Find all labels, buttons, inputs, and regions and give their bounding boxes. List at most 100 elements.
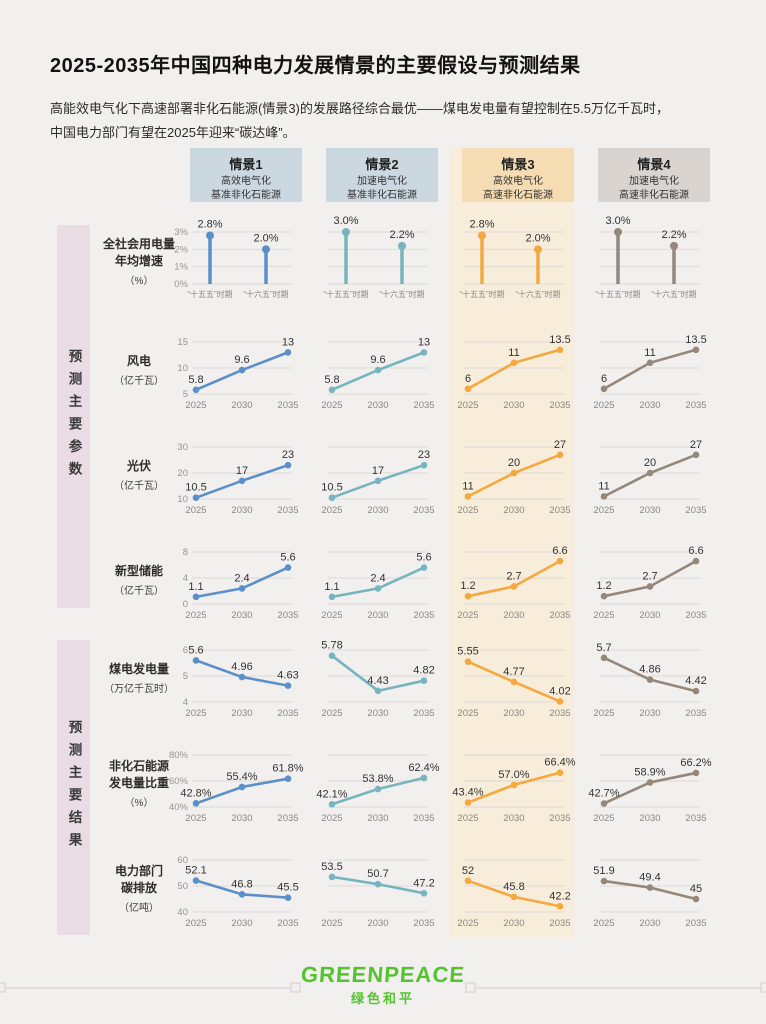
section-band-parameters-label: 预测主要参数: [66, 349, 82, 484]
svg-text:2035: 2035: [549, 813, 570, 824]
svg-text:52.1: 52.1: [185, 865, 206, 877]
svg-text:2035: 2035: [277, 708, 298, 719]
svg-text:“十六五”时期: “十六五”时期: [379, 289, 424, 299]
row-label-electricity-demand-growth: 全社会用电量 年均增速 （%）: [100, 222, 178, 300]
cell-power-sector-carbon-emissions-scenario-4: 51.9 49.4 45 2025 2030 2035: [586, 846, 722, 930]
svg-text:2030: 2030: [231, 610, 252, 621]
footer-rule-right-end-square: [760, 982, 766, 993]
svg-text:61.8%: 61.8%: [272, 763, 303, 775]
svg-text:2025: 2025: [457, 813, 478, 824]
row-coal-power-generation: 煤电发电量 （万亿千瓦时） 4 5 6 5.6 4.96 4.63 2025 2030 2035 5.…: [0, 636, 722, 720]
row-solar-pv: 光伏 （亿千瓦） 10 20 30 10.5 17 23 2025 2030 2035 10.5 17 2…: [0, 433, 722, 517]
svg-text:27: 27: [554, 439, 566, 451]
svg-text:2035: 2035: [685, 918, 706, 929]
svg-text:2%: 2%: [174, 244, 188, 255]
svg-text:10: 10: [177, 494, 188, 505]
row-label-wind-power: 风电 （亿千瓦）: [100, 328, 178, 412]
footer-rule-right: [465, 982, 766, 993]
svg-text:2030: 2030: [639, 400, 660, 411]
svg-text:2030: 2030: [231, 505, 252, 516]
svg-text:4.02: 4.02: [549, 685, 570, 697]
svg-text:2035: 2035: [549, 610, 570, 621]
scenario3-header: 情景3 高效电气化 高速非化石能源: [462, 148, 574, 202]
cell-wind-power-scenario-2: 5.8 9.6 13 2025 2030 2035: [314, 328, 450, 412]
svg-text:47.2: 47.2: [413, 877, 434, 889]
svg-text:2035: 2035: [413, 918, 434, 929]
svg-text:27: 27: [690, 439, 702, 451]
svg-text:2035: 2035: [277, 505, 298, 516]
svg-text:2025: 2025: [593, 505, 614, 516]
svg-text:2025: 2025: [457, 610, 478, 621]
cell-coal-power-generation-scenario-4: 5.7 4.86 4.42 2025 2030 2035: [586, 636, 722, 720]
cell-non-fossil-generation-share-scenario-2: 42.1% 53.8% 62.4% 2025 2030 2035: [314, 741, 450, 825]
svg-text:“十五五”时期: “十五五”时期: [459, 289, 504, 299]
cell-electricity-demand-growth-scenario-4: 3.0% 2.2% “十五五”时期 “十六五”时期: [586, 215, 722, 300]
svg-text:2030: 2030: [639, 813, 660, 824]
svg-text:2025: 2025: [593, 400, 614, 411]
svg-text:2030: 2030: [639, 918, 660, 929]
svg-text:2030: 2030: [367, 708, 388, 719]
cell-coal-power-generation-scenario-1: 4 5 6 5.6 4.96 4.63 2025 2030 2035: [178, 636, 314, 720]
svg-text:2035: 2035: [549, 918, 570, 929]
svg-text:2025: 2025: [321, 400, 342, 411]
svg-text:2.2%: 2.2%: [661, 229, 686, 241]
svg-text:30: 30: [177, 442, 188, 453]
svg-text:2.0%: 2.0%: [253, 232, 278, 244]
chart-non-fossil-generation-share-scenario-2: 42.1% 53.8% 62.4% 2025 2030 2035: [316, 754, 440, 824]
svg-text:2030: 2030: [503, 610, 524, 621]
svg-text:5.6: 5.6: [188, 644, 203, 656]
svg-text:“十六五”时期: “十六五”时期: [651, 289, 696, 299]
svg-text:2025: 2025: [593, 918, 614, 929]
svg-text:52: 52: [462, 865, 474, 877]
svg-text:5.8: 5.8: [188, 374, 203, 386]
svg-text:4.42: 4.42: [685, 675, 706, 687]
svg-text:49.4: 49.4: [639, 872, 660, 884]
svg-text:55.4%: 55.4%: [226, 771, 257, 783]
scenario4-assumption2: 高速非化石能源: [619, 190, 689, 201]
svg-text:4: 4: [183, 697, 188, 708]
svg-text:66.4%: 66.4%: [544, 757, 575, 769]
svg-text:80%: 80%: [169, 750, 189, 761]
svg-text:60: 60: [177, 855, 188, 866]
svg-text:5.6: 5.6: [416, 552, 431, 564]
scenario1-assumption1: 高效电气化: [221, 176, 271, 187]
cell-wind-power-scenario-4: 6 11 13.5 2025 2030 2035: [586, 328, 722, 412]
cell-wind-power-scenario-1: 5 10 15 5.8 9.6 13 2025 2030 2035: [177, 328, 314, 412]
row-label-power-sector-carbon-emissions: 电力部门 碳排放 （亿吨）: [100, 846, 178, 930]
svg-text:13.5: 13.5: [685, 334, 706, 346]
svg-text:5.6: 5.6: [280, 552, 295, 564]
page-title: 2025-2035年中国四种电力发展情景的主要假设与预测结果: [50, 55, 581, 78]
svg-text:40%: 40%: [169, 802, 189, 813]
svg-text:45: 45: [690, 883, 702, 895]
svg-text:3.0%: 3.0%: [333, 215, 358, 227]
row-name-line: 煤电发电量: [108, 662, 169, 676]
svg-text:9.6: 9.6: [234, 354, 249, 366]
svg-text:13: 13: [418, 336, 430, 348]
row-name-line: 非化石能源: [108, 758, 169, 773]
row-label-non-fossil-generation-share: 非化石能源 发电量比重 （%）: [100, 741, 178, 825]
svg-text:“十五五”时期: “十五五”时期: [187, 289, 232, 299]
svg-text:2025: 2025: [185, 400, 206, 411]
svg-text:2035: 2035: [277, 813, 298, 824]
svg-text:2025: 2025: [321, 813, 342, 824]
svg-text:2025: 2025: [457, 918, 478, 929]
row-electricity-demand-growth: 全社会用电量 年均增速 （%） 0% 1% 2% 3% 2.8% 2.0% “十五五”时期 “十六五…: [0, 215, 722, 300]
row-name-line: 风电: [126, 354, 151, 368]
svg-text:2030: 2030: [231, 813, 252, 824]
row-non-fossil-generation-share: 非化石能源 发电量比重 （%） 40% 60% 80% 42.8% 55.4% 61.8% 202…: [0, 741, 722, 825]
svg-text:2035: 2035: [685, 505, 706, 516]
svg-text:2025: 2025: [593, 813, 614, 824]
svg-text:2025: 2025: [321, 708, 342, 719]
svg-text:6: 6: [183, 645, 188, 656]
svg-text:4.82: 4.82: [413, 665, 434, 677]
svg-text:51.9: 51.9: [593, 865, 614, 877]
chart-power-sector-carbon-emissions-scenario-4: 51.9 49.4 45 2025 2030 2035: [593, 859, 707, 929]
svg-text:5.7: 5.7: [596, 642, 611, 654]
svg-text:5.8: 5.8: [324, 374, 339, 386]
svg-text:17: 17: [236, 465, 248, 477]
chart-coal-power-generation-scenario-2: 5.78 4.43 4.82 2025 2030 2035: [321, 640, 434, 719]
svg-text:23: 23: [418, 449, 430, 461]
row-name-line: 碳排放: [120, 880, 157, 895]
svg-text:2025: 2025: [457, 505, 478, 516]
scenario1-assumption2: 基准非化石能源: [211, 190, 281, 201]
